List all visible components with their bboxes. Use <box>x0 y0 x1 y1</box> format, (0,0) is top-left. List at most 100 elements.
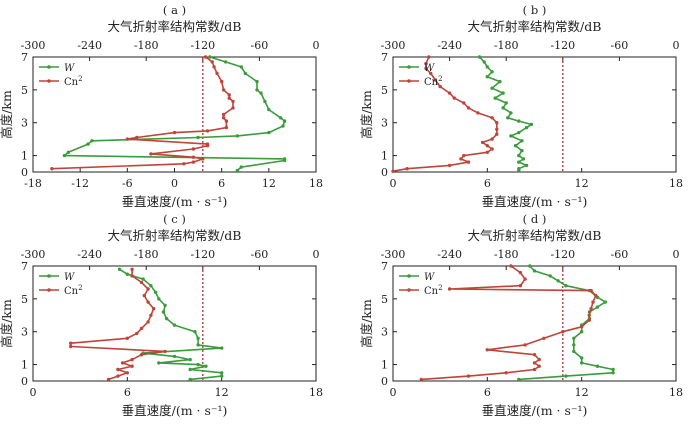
y-tick-label: 7 <box>21 260 28 273</box>
data-point-cn <box>532 367 537 372</box>
data-point-cn <box>509 264 513 268</box>
data-point-w <box>572 343 576 347</box>
data-point-cn <box>490 147 494 151</box>
data-point-w <box>482 60 486 64</box>
data-point-cn <box>433 78 438 82</box>
data-point-w <box>196 135 200 140</box>
data-point-cn <box>130 274 134 278</box>
y-tick-label: 1 <box>381 150 388 163</box>
legend-cn-marker <box>407 79 411 83</box>
bottom-axis-label: 垂直速度/(m · s⁻¹) <box>482 403 588 418</box>
data-point-cn <box>405 167 409 171</box>
data-point-cn <box>466 160 471 164</box>
legend-w-label: W <box>424 63 435 74</box>
bottom-tick-label: 0 <box>390 177 397 190</box>
series-w <box>517 264 615 382</box>
bottom-axis-label: 垂直速度/(m · s⁻¹) <box>122 403 228 418</box>
data-point-cn <box>391 169 395 173</box>
data-point-w <box>62 153 67 158</box>
bottom-axis-label: 垂直速度/(m · s⁻¹) <box>482 194 588 209</box>
data-point-cn <box>221 116 226 120</box>
data-point-cn <box>182 162 186 166</box>
data-point-w <box>125 272 129 276</box>
data-point-w <box>255 88 259 92</box>
data-point-w <box>164 316 169 321</box>
series-line-cn <box>392 56 498 172</box>
top-tick-label: -180 <box>494 39 519 52</box>
series-w <box>62 55 287 173</box>
y-tick-label: 0 <box>381 375 388 388</box>
data-point-w <box>235 134 240 138</box>
y-tick-label: 3 <box>381 117 388 130</box>
data-point-w <box>282 119 287 123</box>
series-w <box>477 55 534 173</box>
top-tick-label: 0 <box>313 39 320 52</box>
y-tick-label: 3 <box>21 326 28 339</box>
legend-cn-superscript: 2 <box>78 284 82 292</box>
data-point-cn <box>462 153 466 158</box>
legend-cn-marker <box>407 288 411 292</box>
data-point-w <box>595 305 600 309</box>
data-point-cn <box>69 341 73 345</box>
y-tick-label: 5 <box>381 84 388 97</box>
data-point-cn <box>523 343 527 347</box>
data-point-w <box>220 371 224 375</box>
y-tick-label: 1 <box>21 359 28 372</box>
data-point-cn <box>561 330 565 334</box>
data-point-cn <box>146 320 150 324</box>
data-point-w <box>235 168 240 173</box>
data-point-cn <box>69 344 73 349</box>
top-tick-label: -180 <box>134 39 159 52</box>
legend-cn-superscript: 2 <box>438 284 442 292</box>
data-point-w <box>172 354 177 359</box>
data-point-cn <box>438 84 442 89</box>
bottom-tick-label: 18 <box>669 177 683 190</box>
data-point-cn <box>490 116 494 120</box>
data-point-w <box>239 165 243 169</box>
data-point-w <box>611 371 615 375</box>
data-point-w <box>281 124 285 128</box>
series-cn <box>50 55 235 171</box>
data-point-w <box>517 167 521 171</box>
data-point-cn <box>139 353 144 357</box>
data-point-w <box>524 163 529 168</box>
series-w <box>117 267 224 382</box>
data-point-w <box>163 303 167 308</box>
data-point-w <box>157 361 161 365</box>
data-point-cn <box>589 307 593 311</box>
top-tick-label: 0 <box>673 248 680 261</box>
data-point-cn <box>125 137 129 141</box>
data-point-w <box>263 99 267 104</box>
data-point-w <box>149 284 153 288</box>
data-point-cn <box>518 284 523 288</box>
data-point-w <box>580 361 584 365</box>
data-point-cn <box>589 288 593 293</box>
data-point-cn <box>480 140 485 145</box>
data-point-w <box>490 86 494 90</box>
data-point-cn <box>580 325 584 329</box>
bottom-tick-label: 12 <box>575 386 589 399</box>
data-point-w <box>532 269 537 273</box>
data-point-w <box>477 55 482 59</box>
bottom-axis-label: 垂直速度/(m · s⁻¹) <box>122 194 228 209</box>
data-point-cn <box>221 88 226 92</box>
plot-frame <box>392 265 677 382</box>
series-line-cn <box>421 265 597 381</box>
legend-cn-superscript: 2 <box>78 75 82 83</box>
top-axis-label: 大气折射率结构常数/dB <box>108 19 242 34</box>
data-point-cn <box>215 71 219 76</box>
data-point-w <box>86 142 90 146</box>
data-point-cn <box>125 371 129 375</box>
data-point-cn <box>135 135 139 140</box>
series-cn <box>69 267 167 382</box>
legend-cn-superscript: 2 <box>438 75 442 83</box>
data-point-cn <box>537 357 541 362</box>
data-point-w <box>267 107 271 112</box>
y-tick-label: 7 <box>381 260 388 273</box>
data-point-w <box>564 374 568 378</box>
data-point-cn <box>139 326 144 331</box>
bottom-tick-label: -12 <box>71 177 89 190</box>
data-point-cn <box>149 152 153 156</box>
y-tick-label: 7 <box>21 51 28 64</box>
